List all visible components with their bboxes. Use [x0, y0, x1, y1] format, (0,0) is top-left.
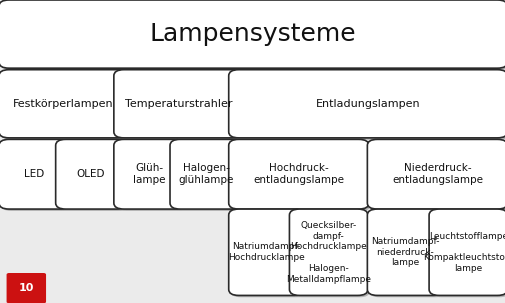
Text: Natriumdampf-
niederdruck-
lampe: Natriumdampf- niederdruck- lampe [370, 237, 439, 268]
Text: 10: 10 [19, 283, 34, 293]
Text: Lampensysteme: Lampensysteme [149, 22, 356, 46]
Text: Leuchtstofflampe

Kompaktleuchtstoff-
lampe: Leuchtstofflampe Kompaktleuchtstoff- lam… [422, 231, 505, 273]
Text: Niederdruck-
entladungslampe: Niederdruck- entladungslampe [391, 163, 482, 185]
FancyBboxPatch shape [367, 139, 505, 209]
FancyBboxPatch shape [367, 209, 442, 295]
Text: Temperaturstrahler: Temperaturstrahler [124, 99, 232, 109]
FancyBboxPatch shape [58, 141, 128, 211]
FancyBboxPatch shape [116, 72, 244, 140]
FancyBboxPatch shape [1, 141, 72, 211]
FancyBboxPatch shape [1, 2, 505, 70]
Text: LED: LED [24, 169, 44, 179]
Text: Quecksilber-
dampf-
Hochdrucklampe

Halogen-
Metalldampflampe: Quecksilber- dampf- Hochdrucklampe Halog… [286, 221, 370, 284]
Text: Entladungslampen: Entladungslampen [315, 99, 420, 109]
FancyBboxPatch shape [430, 211, 505, 297]
FancyBboxPatch shape [0, 70, 128, 138]
FancyBboxPatch shape [170, 139, 242, 209]
FancyBboxPatch shape [228, 209, 304, 295]
FancyBboxPatch shape [116, 141, 186, 211]
Text: OLED: OLED [77, 169, 105, 179]
FancyBboxPatch shape [56, 139, 126, 209]
FancyBboxPatch shape [228, 70, 505, 138]
FancyBboxPatch shape [369, 211, 444, 297]
FancyBboxPatch shape [291, 211, 369, 297]
FancyBboxPatch shape [230, 72, 505, 140]
FancyBboxPatch shape [289, 209, 367, 295]
Text: Halogen-
glühlampe: Halogen- glühlampe [178, 163, 233, 185]
FancyBboxPatch shape [114, 139, 184, 209]
Text: Natriumdampf-
Hochdrucklampe: Natriumdampf- Hochdrucklampe [228, 242, 305, 262]
FancyBboxPatch shape [1, 72, 130, 140]
Text: Glüh-
lampe: Glüh- lampe [133, 163, 165, 185]
Text: Hochdruck-
entladungslampe: Hochdruck- entladungslampe [253, 163, 343, 185]
FancyBboxPatch shape [0, 139, 70, 209]
FancyBboxPatch shape [230, 141, 370, 211]
FancyBboxPatch shape [7, 273, 46, 303]
FancyBboxPatch shape [228, 139, 368, 209]
Text: Festkörperlampen: Festkörperlampen [13, 99, 114, 109]
FancyBboxPatch shape [428, 209, 505, 295]
FancyBboxPatch shape [0, 0, 505, 68]
FancyBboxPatch shape [230, 211, 306, 297]
FancyBboxPatch shape [172, 141, 244, 211]
FancyBboxPatch shape [114, 70, 242, 138]
FancyBboxPatch shape [369, 141, 505, 211]
